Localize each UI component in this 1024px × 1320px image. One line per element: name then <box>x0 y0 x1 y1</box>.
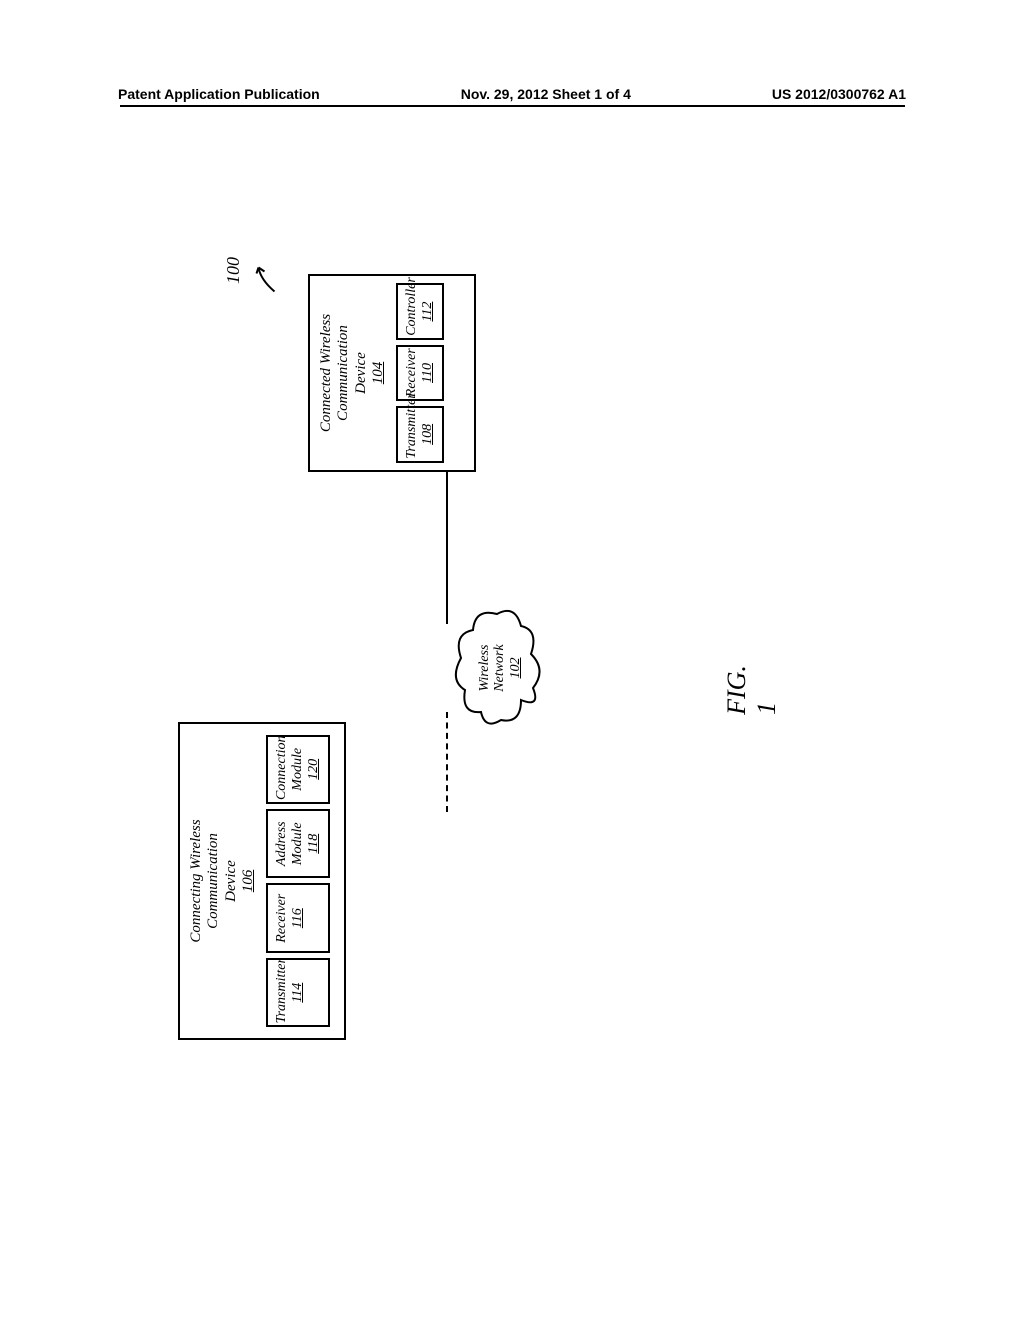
connecting-transmitter-num: 114 <box>290 983 305 1003</box>
connected-device-title-l3: Device <box>353 352 369 394</box>
header-left: Patent Application Publication <box>118 86 320 102</box>
connected-device-box: Connected Wireless Communication Device … <box>308 274 476 472</box>
connected-device-num: 104 <box>370 362 386 385</box>
header-center: Nov. 29, 2012 Sheet 1 of 4 <box>461 86 631 102</box>
connecting-address-box: Address Module 118 <box>266 809 330 878</box>
wireless-network-cloud: Wireless Network 102 <box>451 606 547 730</box>
connecting-device-box: Connecting Wireless Communication Device… <box>178 722 346 1040</box>
page-header: Patent Application Publication Nov. 29, … <box>0 86 1024 102</box>
cloud-label: Wireless Network 102 <box>477 606 523 730</box>
connected-transmitter-label: Transmitter <box>404 393 419 458</box>
connecting-connection-box: Connection Module 120 <box>266 735 330 804</box>
connecting-connection-num: 120 <box>306 759 321 780</box>
ref-100-arrow <box>255 260 284 294</box>
cloud-num: 102 <box>508 658 523 679</box>
connecting-address-num: 118 <box>306 834 321 854</box>
connected-controller-num: 112 <box>420 302 435 322</box>
connected-receiver-box: Receiver 110 <box>396 345 444 401</box>
connecting-receiver-num: 116 <box>290 908 305 928</box>
connected-device-title-l1: Connected Wireless <box>318 314 334 432</box>
connecting-connection-l1: Connection <box>274 736 289 801</box>
connecting-address-l2: Module <box>290 822 305 865</box>
cloud-line2: Network <box>492 644 507 691</box>
connecting-device-title-l1: Connecting Wireless <box>188 819 204 942</box>
solid-connector <box>446 472 448 624</box>
dashed-connector <box>446 712 448 812</box>
connected-receiver-num: 110 <box>420 363 435 383</box>
connecting-device-title-l2: Communication <box>205 833 221 929</box>
connecting-receiver-box: Receiver 116 <box>266 884 330 953</box>
header-rule <box>120 105 905 107</box>
connecting-transmitter-label: Transmitter <box>274 958 289 1023</box>
connected-device-title-l2: Communication <box>335 325 351 421</box>
figure-1-diagram: 100 Connecting Wireless Communication De… <box>132 270 752 1050</box>
connected-device-title: Connected Wireless Communication Device … <box>318 314 387 432</box>
connecting-transmitter-box: Transmitter 114 <box>266 958 330 1027</box>
connecting-address-l1: Address <box>274 821 289 866</box>
connecting-device-num: 106 <box>240 870 256 893</box>
connected-controller-box: Controller 112 <box>396 283 444 339</box>
connected-transmitter-num: 108 <box>420 424 435 445</box>
connected-transmitter-box: Transmitter 108 <box>396 406 444 462</box>
connecting-device-title-l3: Device <box>223 860 239 902</box>
header-right: US 2012/0300762 A1 <box>772 86 906 102</box>
cloud-line1: Wireless <box>477 645 492 692</box>
ref-100-label: 100 <box>223 257 244 284</box>
connecting-receiver-label: Receiver <box>274 894 289 943</box>
connecting-device-title: Connecting Wireless Communication Device… <box>188 819 257 942</box>
connecting-connection-l2: Module <box>290 748 305 791</box>
connected-receiver-label: Receiver <box>404 348 419 397</box>
figure-caption: FIG. 1 <box>722 665 782 715</box>
connected-controller-label: Controller <box>404 277 419 336</box>
